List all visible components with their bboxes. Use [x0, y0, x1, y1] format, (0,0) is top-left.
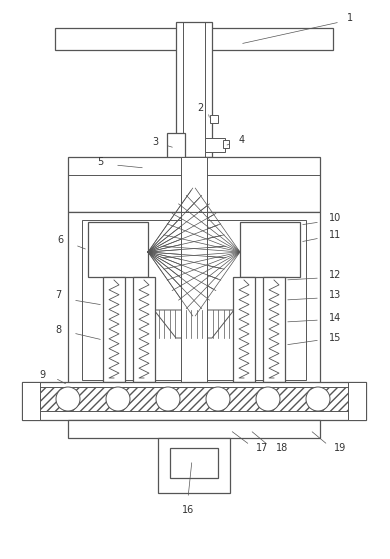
Text: 8: 8: [55, 325, 61, 335]
Bar: [68, 212, 320, 387]
Text: 18: 18: [276, 443, 288, 453]
Bar: [68, 420, 320, 438]
Bar: [263, 277, 285, 382]
Text: 1: 1: [347, 13, 353, 23]
Text: 10: 10: [329, 213, 341, 223]
Bar: [181, 157, 207, 212]
Bar: [82, 220, 306, 380]
Circle shape: [206, 387, 230, 411]
Bar: [167, 133, 185, 161]
Circle shape: [306, 387, 330, 411]
Bar: [233, 277, 255, 382]
Bar: [40, 387, 350, 411]
Text: 5: 5: [97, 157, 103, 167]
Bar: [88, 222, 148, 277]
Bar: [22, 382, 366, 420]
Text: 13: 13: [329, 290, 341, 300]
Bar: [223, 140, 229, 148]
Text: 3: 3: [152, 137, 158, 147]
Bar: [133, 277, 155, 382]
Text: 2: 2: [197, 103, 203, 113]
Bar: [55, 28, 333, 50]
Bar: [240, 222, 300, 277]
Text: 7: 7: [55, 290, 61, 300]
Circle shape: [56, 387, 80, 411]
Circle shape: [156, 387, 180, 411]
Bar: [348, 382, 366, 420]
Bar: [181, 212, 207, 390]
Bar: [210, 115, 218, 123]
Bar: [183, 338, 205, 378]
Text: 6: 6: [57, 235, 63, 245]
Bar: [103, 277, 125, 382]
Bar: [176, 22, 212, 157]
Text: 14: 14: [329, 313, 341, 323]
Polygon shape: [154, 310, 234, 338]
Circle shape: [256, 387, 280, 411]
Text: 17: 17: [256, 443, 268, 453]
Bar: [22, 382, 40, 420]
Circle shape: [106, 387, 130, 411]
Text: 11: 11: [329, 230, 341, 240]
Bar: [158, 438, 230, 493]
Text: 19: 19: [334, 443, 346, 453]
Text: 9: 9: [39, 370, 45, 380]
Bar: [68, 157, 320, 212]
Text: 16: 16: [182, 505, 194, 515]
Text: 12: 12: [329, 270, 341, 280]
Bar: [205, 138, 225, 152]
Bar: [170, 448, 218, 478]
Text: 4: 4: [239, 135, 245, 145]
Text: 15: 15: [329, 333, 341, 343]
